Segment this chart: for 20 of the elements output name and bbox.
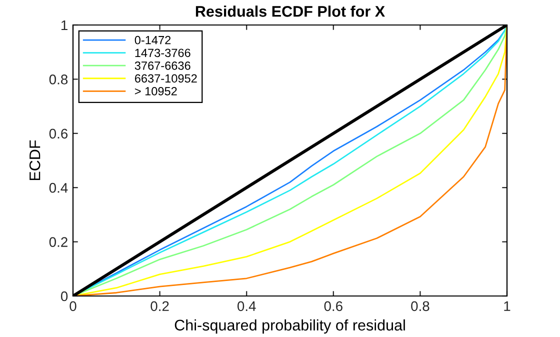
legend-label: 6637-10952: [134, 74, 197, 83]
y-tick-label: 0.6: [49, 128, 68, 139]
x-tick-label: 1: [504, 301, 510, 311]
legend-label: 0-1472: [134, 36, 171, 44]
y-axis-title: ECDF: [29, 140, 40, 180]
x-axis-title: Chi-squared probability of residual: [174, 319, 405, 334]
legend-label: > 10952: [134, 87, 177, 96]
y-tick-label: 0.8: [49, 74, 68, 84]
x-tick-label: 0.2: [150, 301, 169, 312]
x-tick-label: 0: [70, 301, 76, 312]
y-tick-label: 1: [61, 20, 68, 30]
chart-title: Residuals ECDF Plot for X: [196, 6, 385, 17]
y-tick-label: 0: [60, 291, 68, 302]
y-tick-label: 0.4: [49, 182, 68, 193]
y-tick-label: 0.2: [49, 237, 68, 247]
legend-label: 3767-6636: [134, 61, 190, 70]
x-tick-label: 0.8: [411, 301, 430, 312]
x-tick-label: 0.6: [324, 301, 342, 312]
legend-label: 1473-3766: [135, 48, 190, 58]
x-tick-label: 0.4: [237, 301, 256, 312]
